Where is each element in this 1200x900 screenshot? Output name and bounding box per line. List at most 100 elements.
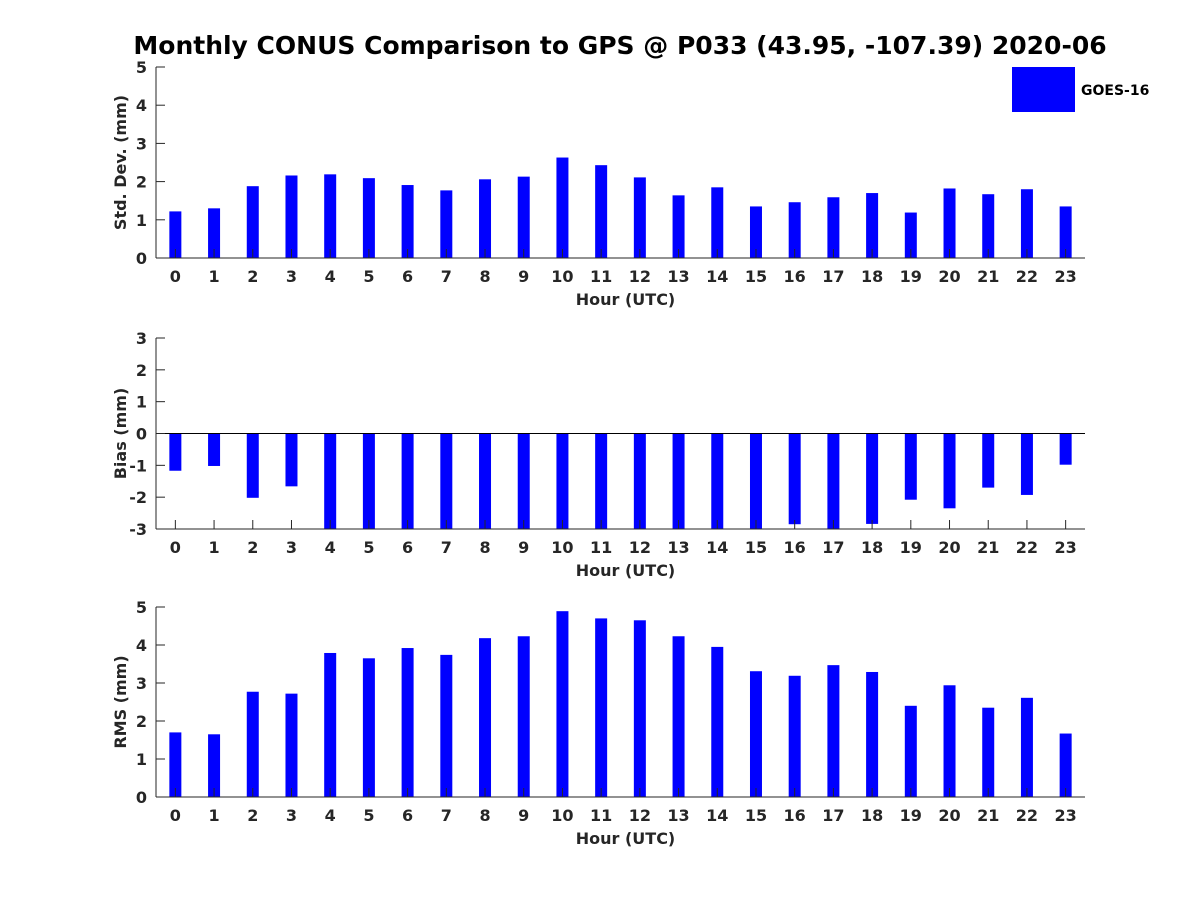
x-tick-label: 11: [590, 538, 612, 557]
x-tick-label: 7: [441, 806, 452, 825]
y-tick-label: 1: [136, 393, 147, 412]
x-tick-label: 6: [402, 538, 413, 557]
bar-hour-5: [362, 178, 375, 258]
x-tick-label: 14: [706, 538, 728, 557]
x-tick-label: 15: [745, 267, 767, 286]
y-tick-label: 1: [136, 211, 147, 230]
bar-hour-12: [633, 620, 646, 797]
x-tick-label: 19: [900, 538, 922, 557]
x-tick-label: 8: [479, 806, 490, 825]
x-tick-label: 5: [363, 806, 374, 825]
bar-hour-10: [556, 611, 569, 797]
bars-group: [169, 157, 1072, 258]
x-tick-label: 4: [325, 806, 336, 825]
x-tick-label: 0: [170, 538, 181, 557]
bar-hour-3: [285, 693, 298, 797]
bars-group: [169, 433, 1072, 529]
x-tick-label: 9: [518, 538, 529, 557]
bar-hour-20: [943, 433, 956, 509]
y-tick-label: -1: [129, 456, 147, 475]
x-tick-label: 10: [551, 806, 573, 825]
x-tick-label: 5: [363, 267, 374, 286]
bar-hour-21: [982, 194, 995, 258]
bar-hour-7: [440, 654, 453, 797]
x-tick-label: 21: [977, 806, 999, 825]
bar-hour-5: [362, 658, 375, 797]
x-tick-label: 21: [977, 267, 999, 286]
y-tick-label: 2: [136, 173, 147, 192]
bar-hour-9: [517, 176, 530, 258]
bar-hour-23: [1059, 433, 1072, 465]
x-tick-label: 23: [1055, 538, 1077, 557]
bar-hour-1: [208, 734, 221, 797]
x-tick-label: 13: [667, 267, 689, 286]
x-tick-label: 11: [590, 267, 612, 286]
bar-hour-22: [1020, 189, 1033, 258]
x-axis-label: Hour (UTC): [576, 561, 676, 580]
bar-hour-6: [401, 433, 414, 529]
x-tick-label: 6: [402, 267, 413, 286]
x-tick-label: 19: [900, 267, 922, 286]
x-tick-label: 14: [706, 806, 728, 825]
x-tick-label: 12: [629, 267, 651, 286]
x-tick-label: 19: [900, 806, 922, 825]
bar-hour-4: [324, 433, 337, 529]
bar-hour-15: [749, 206, 762, 258]
x-tick-label: 9: [518, 267, 529, 286]
y-tick-label: 4: [136, 636, 147, 655]
y-tick-label: 0: [136, 249, 147, 268]
x-tick-label: 1: [208, 538, 219, 557]
x-tick-label: 1: [208, 806, 219, 825]
bar-hour-7: [440, 433, 453, 529]
x-tick-label: 15: [745, 806, 767, 825]
x-tick-label: 5: [363, 538, 374, 557]
bar-hour-0: [169, 732, 182, 797]
bar-hour-8: [479, 638, 492, 797]
x-tick-label: 3: [286, 267, 297, 286]
bar-hour-21: [982, 707, 995, 797]
bar-hour-6: [401, 185, 414, 258]
x-tick-label: 13: [667, 806, 689, 825]
bar-hour-4: [324, 174, 337, 258]
x-tick-label: 6: [402, 806, 413, 825]
bars-group: [169, 611, 1072, 797]
y-tick-label: -3: [129, 520, 147, 539]
x-tick-label: 22: [1016, 806, 1038, 825]
bar-hour-14: [711, 187, 724, 258]
bar-hour-15: [749, 671, 762, 797]
legend-label: GOES-16: [1081, 83, 1149, 99]
y-tick-label: 0: [136, 788, 147, 807]
bar-hour-20: [943, 685, 956, 797]
bar-hour-22: [1020, 697, 1033, 797]
y-axis-label: Bias (mm): [111, 388, 130, 480]
x-tick-label: 13: [667, 538, 689, 557]
x-tick-label: 7: [441, 267, 452, 286]
bar-hour-12: [633, 177, 646, 258]
y-tick-label: 2: [136, 712, 147, 731]
bar-hour-15: [749, 433, 762, 529]
x-tick-label: 17: [822, 538, 844, 557]
bar-hour-5: [362, 433, 375, 529]
bar-hour-10: [556, 433, 569, 529]
bar-hour-21: [982, 433, 995, 488]
x-tick-label: 9: [518, 806, 529, 825]
x-tick-label: 18: [861, 267, 883, 286]
x-tick-label: 3: [286, 538, 297, 557]
bar-hour-11: [595, 433, 608, 529]
bar-hour-4: [324, 652, 337, 797]
x-tick-label: 18: [861, 806, 883, 825]
bar-hour-17: [827, 197, 840, 258]
y-tick-label: 4: [136, 96, 147, 115]
y-tick-label: 3: [136, 329, 147, 348]
bar-hour-17: [827, 665, 840, 797]
bar-hour-20: [943, 188, 956, 258]
x-tick-label: 23: [1055, 267, 1077, 286]
x-tick-label: 20: [938, 538, 960, 557]
bar-hour-14: [711, 646, 724, 797]
